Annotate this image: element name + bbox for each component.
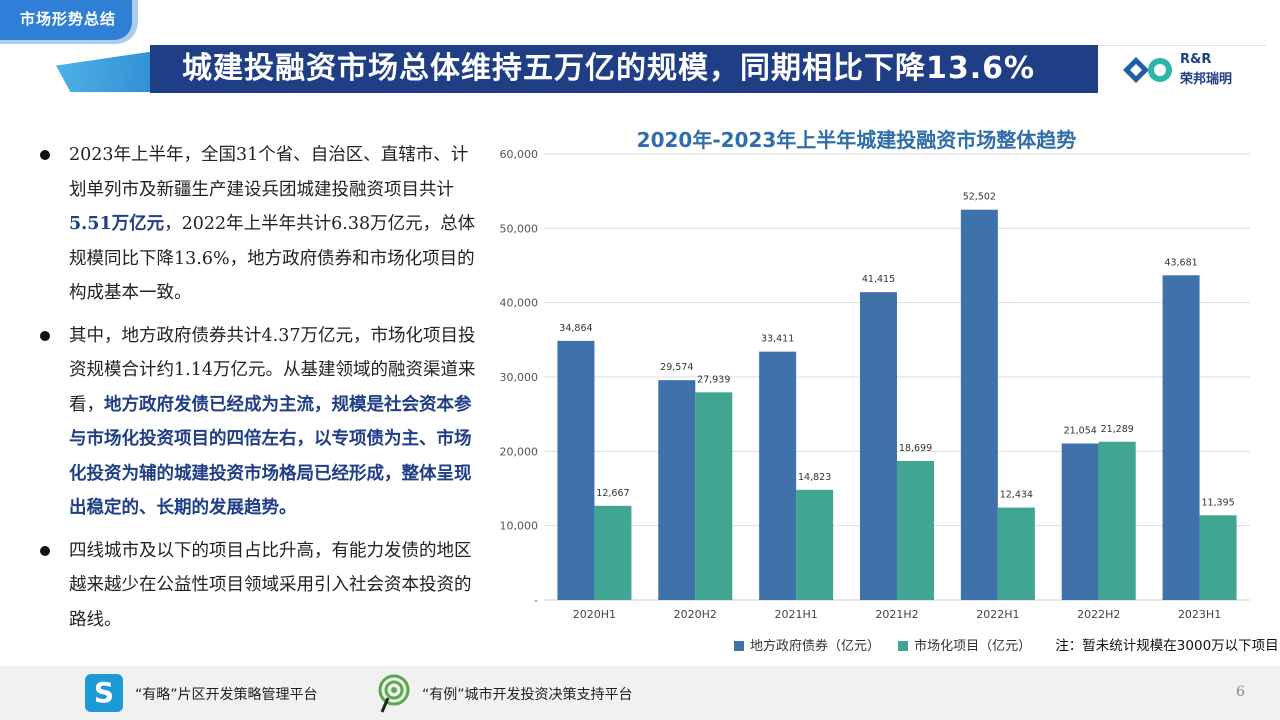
x-tick-label: 2022H2: [1077, 608, 1120, 621]
youli-platform-icon: [378, 674, 410, 713]
company-logo: R&R 荣邦瑞明: [1098, 45, 1266, 93]
x-tick-label: 2020H1: [573, 608, 616, 621]
bar: [1162, 275, 1200, 600]
bullet-item: 其中，地方政府债券共计4.37万亿元，市场化项目投资规模合计约1.14万亿元。从…: [36, 319, 476, 526]
logo-mark-icon: [1123, 57, 1172, 83]
x-tick-label: 2021H1: [775, 608, 818, 621]
bar: [1199, 515, 1237, 600]
page-title: 城建投融资市场总体维持五万亿的规模，同期相比下降13.6%: [150, 45, 1098, 93]
bar: [557, 340, 595, 600]
bar: [1061, 443, 1099, 600]
chart-plot: - 10,000 20,000 30,000 40,000 50,000 60,000 202…: [500, 148, 1250, 621]
bullet-text: ，2022年上半年共计6.38万亿元，总体规模同比下降13.6%，地方政府债券和…: [69, 214, 476, 303]
chart-title: 2020年-2023年上半年城建投融资市场整体趋势: [636, 128, 1077, 152]
y-tick-label: 20,000: [500, 445, 539, 458]
x-tick-label: 2021H2: [875, 608, 918, 621]
chart-legend: 地方政府债券（亿元） 市场化项目（亿元） 注：暂未统计规模在3000万以下项目: [734, 634, 1279, 654]
bullet-text-highlight: 5.51万亿元: [69, 214, 165, 234]
data-label: 18,699: [899, 443, 932, 454]
legend-swatch: [898, 641, 909, 651]
x-tick-label: 2020H2: [674, 608, 717, 621]
data-label: 21,054: [1064, 425, 1097, 436]
bullet-dot-icon: [40, 545, 50, 556]
bar: [695, 392, 733, 600]
legend-item-bonds: 地方政府债券（亿元）: [734, 635, 880, 654]
bullet-dot-icon: [40, 330, 50, 341]
platform-link-youli[interactable]: “有例”城市开发投资决策支持平台: [422, 687, 633, 703]
data-label: 21,289: [1101, 424, 1134, 435]
logo-text-chinese: 荣邦瑞明: [1180, 72, 1233, 87]
x-tick-label: 2022H1: [976, 608, 1019, 621]
bullet-item: 四线城市及以下的项目占比升高，有能力发债的地区越来越少在公益性项目领域采用引入社…: [36, 534, 476, 638]
y-tick-label: 10,000: [500, 520, 539, 533]
y-tick-label: 50,000: [500, 222, 539, 235]
data-label: 14,823: [798, 472, 831, 483]
platform-link-youlue[interactable]: “有略”片区开发策略管理平台: [135, 687, 318, 703]
bar: [796, 489, 834, 600]
bullet-text-highlight: 地方政府发债已经成为主流，规模是社会资本参与市场化投资项目的四倍左右，以专项债为…: [69, 394, 472, 519]
bullet-text: 2023年上半年，全国31个省、自治区、直辖市、计划单列市及新疆生产建设兵团城建…: [69, 145, 469, 200]
bullet-list: 2023年上半年，全国31个省、自治区、直辖市、计划单列市及新疆生产建设兵团城建…: [36, 138, 476, 645]
bar-chart: 2020年-2023年上半年城建投融资市场整体趋势 - 10,000 20,000 3…: [484, 118, 1279, 658]
bar: [759, 351, 797, 600]
legend-label: 地方政府债券（亿元）: [750, 639, 881, 654]
bullet-item: 2023年上半年，全国31个省、自治区、直辖市、计划单列市及新疆生产建设兵团城建…: [36, 138, 476, 311]
legend-item-market: 市场化项目（亿元）: [898, 635, 1031, 654]
bullet-text: 其中，地方政府债券共计4.37万亿元，市场化项目投资规模合计约1.14万亿元。从…: [69, 325, 476, 415]
y-tick-label: 30,000: [500, 371, 539, 384]
youlue-platform-icon: S: [85, 674, 123, 712]
bar: [997, 507, 1035, 600]
y-tick-label: 40,000: [500, 297, 539, 310]
data-label: 43,681: [1164, 257, 1197, 268]
bar: [1098, 441, 1136, 600]
y-tick-label: 60,000: [500, 148, 539, 161]
bar: [658, 380, 696, 600]
bar: [897, 461, 934, 600]
bar: [860, 292, 897, 600]
y-tick-label: -: [534, 594, 538, 607]
data-label: 12,667: [596, 488, 629, 499]
data-label: 11,395: [1201, 497, 1234, 508]
data-label: 27,939: [697, 374, 730, 385]
data-label: 12,434: [1000, 490, 1033, 501]
page-number: 6: [1236, 684, 1245, 700]
bar: [594, 505, 632, 600]
bullet-dot-icon: [40, 150, 50, 160]
bar: [960, 209, 998, 600]
footer: S “有略”片区开发策略管理平台 “有例”城市开发投资决策支持平台 6: [0, 666, 1280, 720]
section-tag: 市场形势总结: [0, 0, 132, 40]
bullet-text: 四线城市及以下的项目占比升高，有能力发债的地区越来越少在公益性项目领域采用引入社…: [69, 540, 472, 630]
logo-text-latin: R&R: [1180, 52, 1212, 67]
data-label: 34,864: [559, 323, 592, 334]
legend-swatch: [734, 641, 744, 651]
data-label: 29,574: [660, 362, 693, 373]
chart-note: 注：暂未统计规模在3000万以下项目: [1055, 638, 1279, 654]
legend-label: 市场化项目（亿元）: [914, 639, 1032, 654]
data-label: 33,411: [761, 334, 794, 345]
x-tick-label: 2023H1: [1178, 608, 1221, 621]
data-label: 41,415: [862, 274, 895, 285]
data-label: 52,502: [963, 192, 996, 203]
